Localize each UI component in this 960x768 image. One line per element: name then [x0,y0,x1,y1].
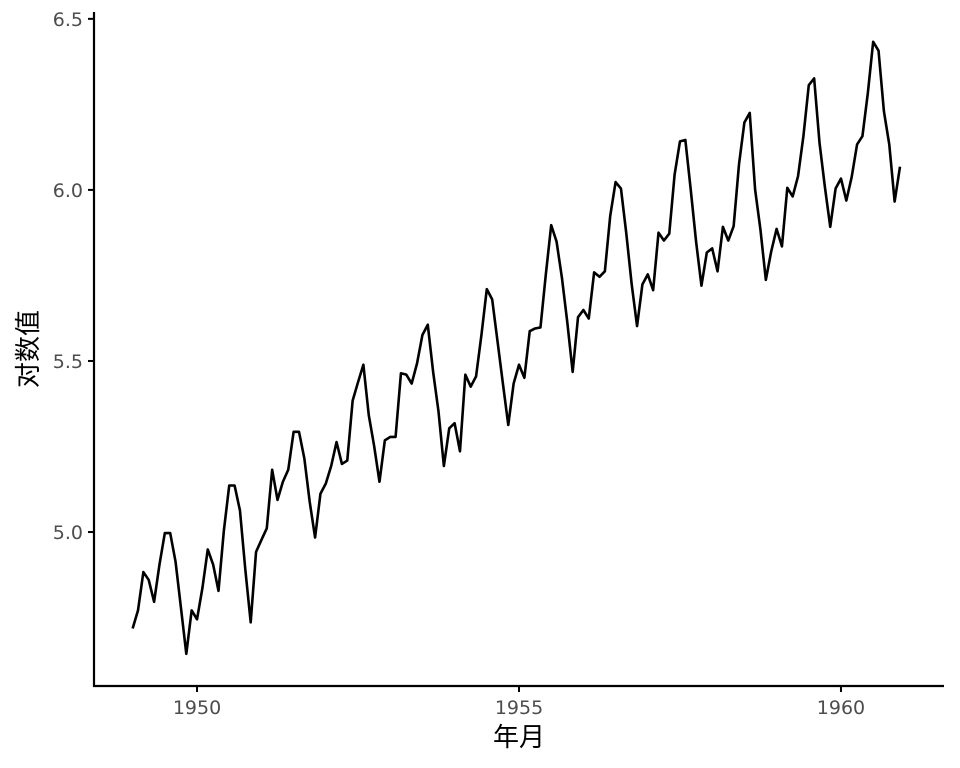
x-tick-label: 1955 [495,697,543,719]
x-tick-label: 1960 [817,697,865,719]
plot-area [131,40,902,656]
x-tick-label: 1950 [173,697,221,719]
y-tick-label: 6.0 [53,180,83,202]
y-tick-label: 5.0 [53,522,83,544]
x-axis-ticks: 1950 1955 1960 [173,686,865,719]
y-axis-ticks: 5.0 5.5 6.0 6.5 [53,9,94,544]
series-line [131,40,902,656]
y-tick-label: 5.5 [53,351,83,373]
x-axis-title: 年月 [493,723,545,753]
y-axis-title: 对数值 [14,310,44,388]
y-tick-label: 6.5 [53,9,83,31]
